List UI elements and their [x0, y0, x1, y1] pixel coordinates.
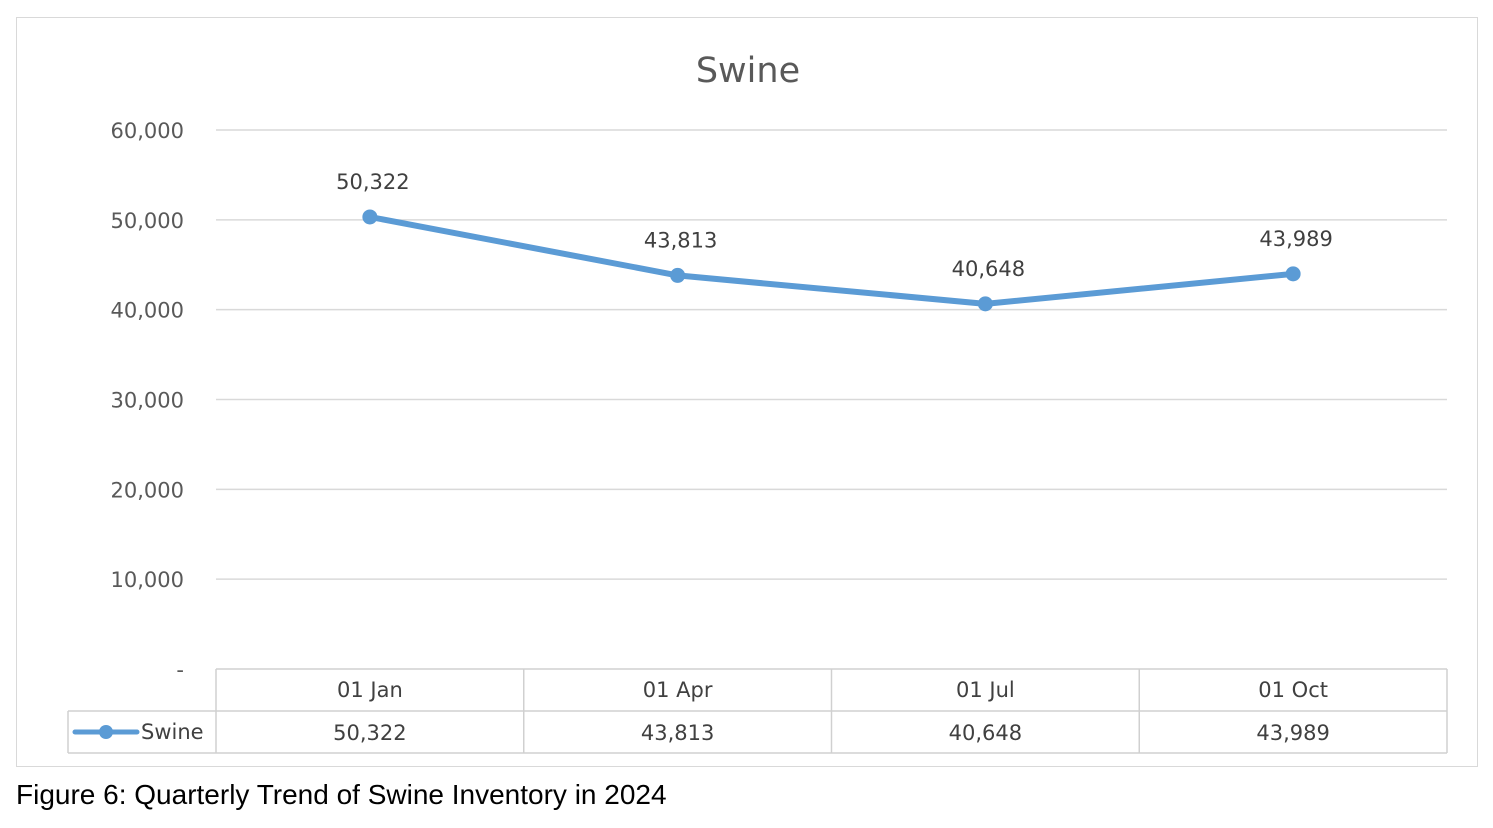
data-table: 01 Jan 01 Apr 01 Jul 01 Oct Swine 50,322 43,81… — [67, 668, 1448, 754]
gridlines — [216, 129, 1447, 580]
data-label: 43,813 — [644, 228, 717, 252]
data-label: 43,989 — [1259, 227, 1332, 251]
y-tick-label: 60,000 — [111, 119, 184, 143]
y-tick-label: - — [176, 658, 184, 682]
x-category-label: 01 Jan — [337, 678, 403, 702]
y-tick-label: 20,000 — [111, 478, 184, 502]
legend-marker — [99, 725, 113, 739]
x-category-label: 01 Apr — [643, 678, 713, 702]
table-value: 43,989 — [1256, 721, 1329, 745]
chart-area: Swine - 10,000 20,000 30,000 40,000 50,000 60,… — [16, 17, 1478, 767]
y-tick-label: 10,000 — [111, 568, 184, 592]
data-point — [670, 267, 686, 283]
figure-caption: Figure 6: Quarterly Trend of Swine Inven… — [16, 779, 667, 810]
legend-label: Swine — [141, 720, 204, 744]
table-value: 40,648 — [949, 721, 1022, 745]
data-label: 50,322 — [336, 170, 409, 194]
series-line — [366, 213, 1297, 307]
y-axis-tick-labels: - 10,000 20,000 30,000 40,000 50,000 60,000 — [111, 119, 184, 682]
x-category-label: 01 Jul — [956, 678, 1015, 702]
data-point — [362, 209, 378, 225]
table-value: 43,813 — [641, 721, 714, 745]
y-tick-label: 30,000 — [111, 389, 184, 413]
line-chart: Swine - 10,000 20,000 30,000 40,000 50,000 60,… — [67, 51, 1448, 754]
series-swine — [362, 209, 1301, 312]
y-tick-label: 40,000 — [111, 299, 184, 323]
data-point — [977, 296, 993, 312]
y-tick-label: 50,000 — [111, 209, 184, 233]
data-point — [1285, 266, 1301, 282]
data-label: 40,648 — [952, 257, 1025, 281]
x-category-label: 01 Oct — [1258, 678, 1328, 702]
table-value: 50,322 — [333, 721, 406, 745]
chart-title: Swine — [696, 51, 800, 91]
data-labels: 50,322 43,813 40,648 43,989 — [336, 170, 1333, 281]
